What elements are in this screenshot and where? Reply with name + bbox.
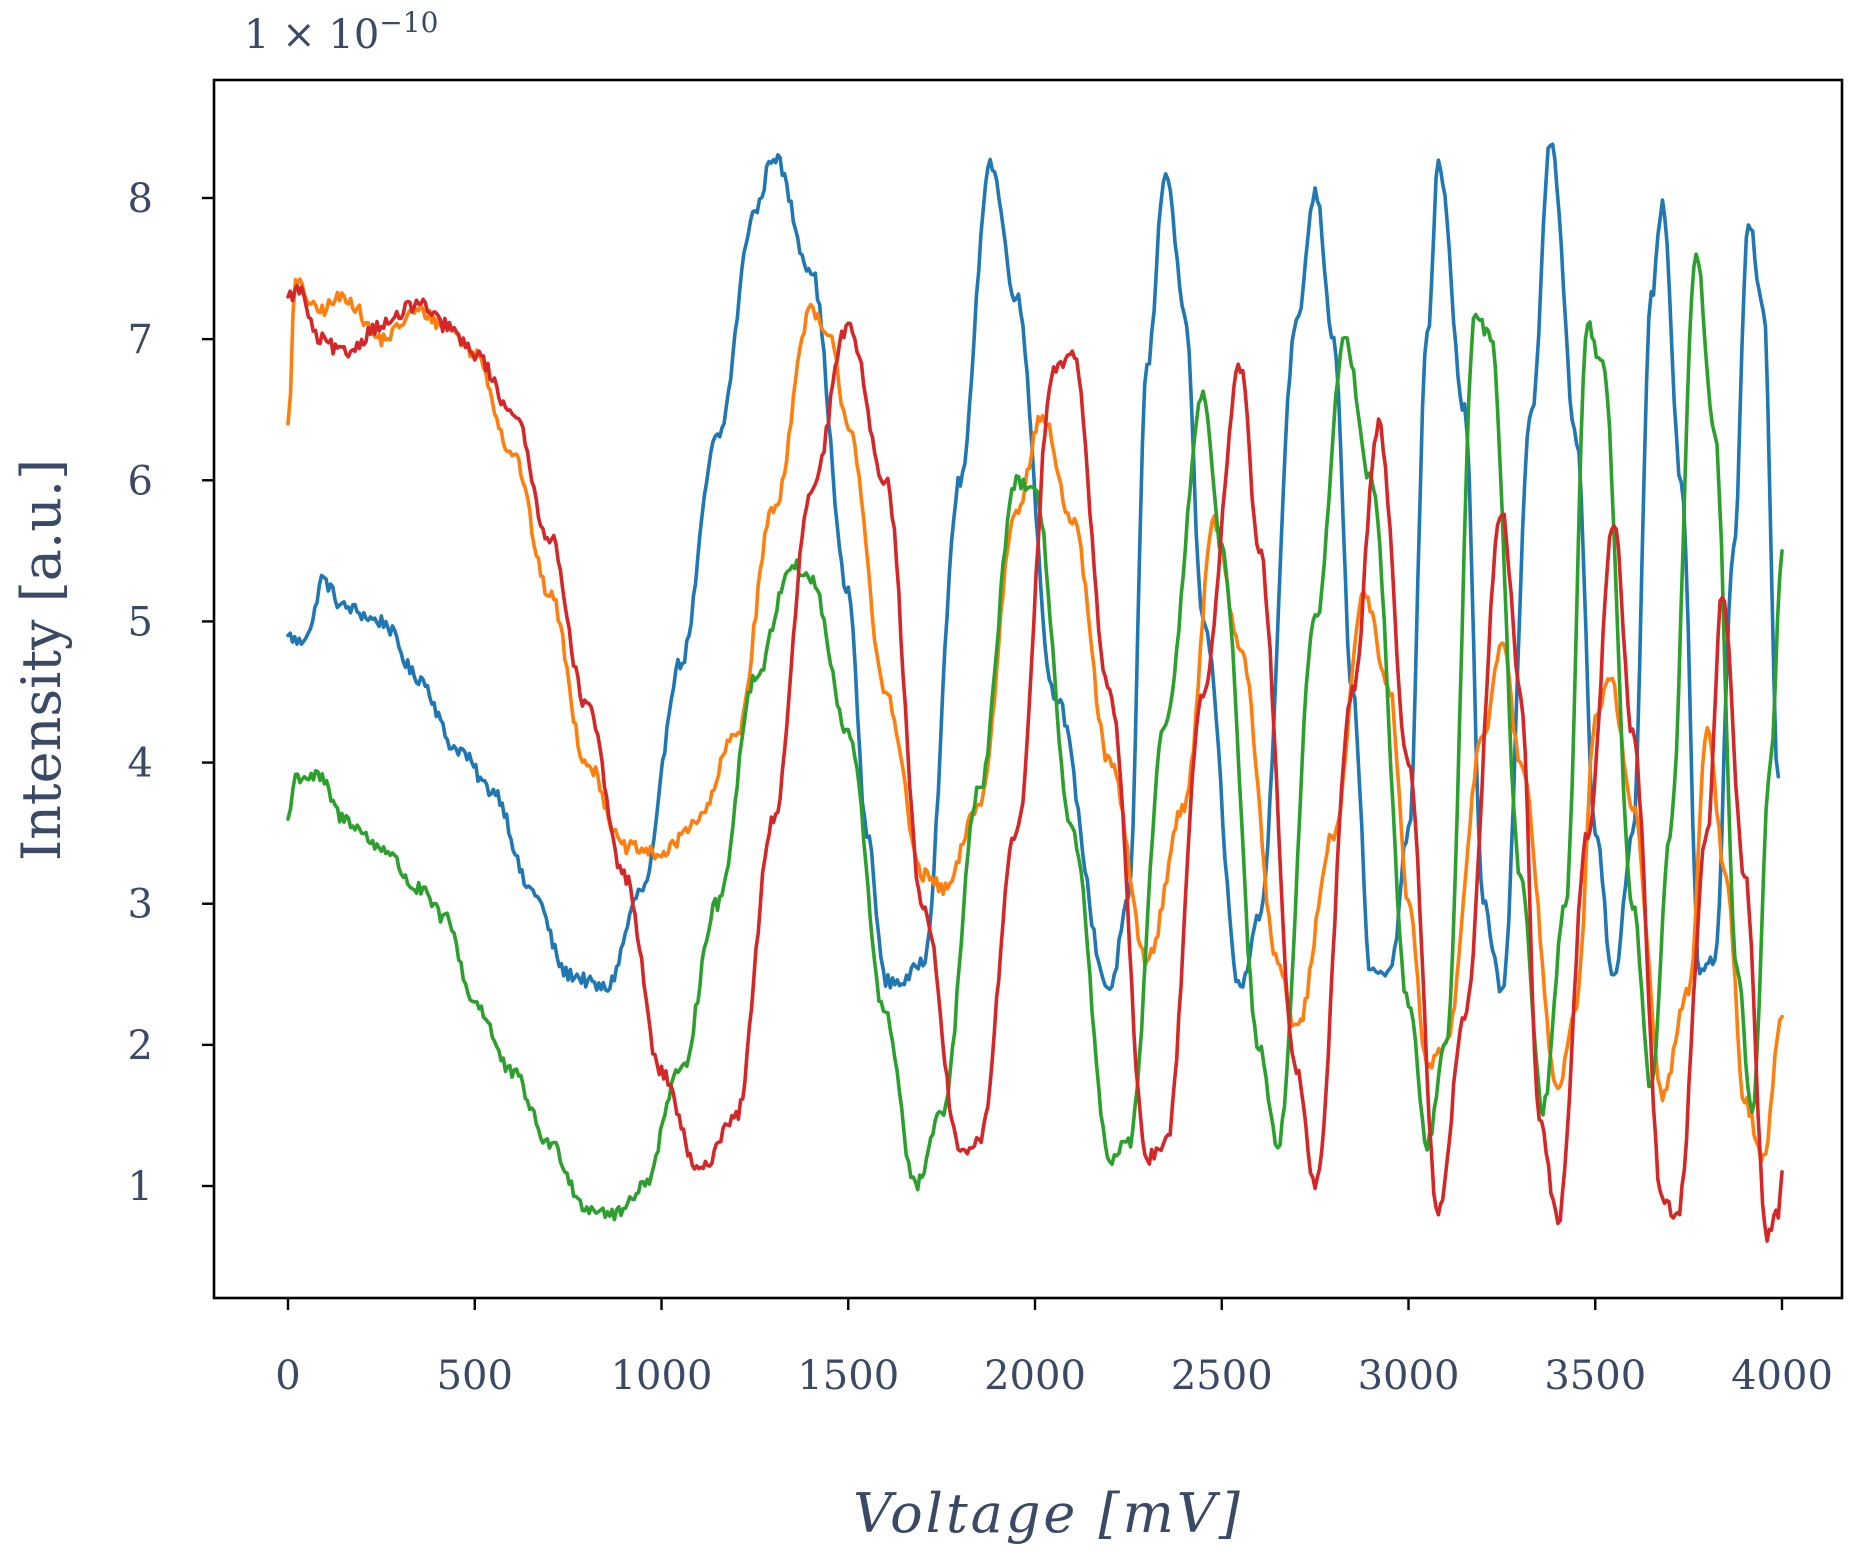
series-layer — [286, 142, 1784, 1243]
y-offset-base: 1 × 10 — [244, 12, 379, 58]
x-tick-label: 3500 — [1544, 1353, 1646, 1399]
y-offset-label: 1 × 10−10 — [244, 6, 438, 58]
y-axis: 1 2 3 4 5 6 7 8 — [128, 176, 214, 1210]
x-tick-label: 1500 — [797, 1353, 899, 1399]
x-tick-label: 2500 — [1171, 1353, 1273, 1399]
x-tick-label: 2000 — [984, 1353, 1086, 1399]
plot-frame — [212, 78, 1844, 1300]
series-line-1 — [286, 142, 1781, 994]
x-axis: 0 500 1000 1500 2000 2500 3000 3500 4000 — [275, 1298, 1833, 1399]
y-tick-label: 1 — [128, 1164, 153, 1210]
x-tick-label: 4000 — [1731, 1353, 1833, 1399]
y-tick-label: 2 — [128, 1023, 153, 1069]
y-tick-label: 8 — [128, 176, 153, 222]
y-tick-label: 6 — [128, 458, 153, 504]
series-line-4 — [286, 283, 1784, 1243]
x-axis-label: Voltage [mV] — [853, 1482, 1243, 1545]
y-tick-label: 3 — [128, 882, 153, 928]
x-tick-label: 500 — [437, 1353, 513, 1399]
x-tick-label: 0 — [275, 1353, 300, 1399]
y-axis-label: Intensity [a.u.] — [10, 459, 73, 861]
x-tick-label: 3000 — [1358, 1353, 1460, 1399]
x-tick-label: 1000 — [611, 1353, 713, 1399]
y-tick-label: 5 — [128, 599, 153, 645]
y-tick-label: 4 — [128, 741, 153, 787]
y-tick-label: 7 — [128, 317, 153, 363]
y-offset-exponent: −10 — [379, 6, 438, 39]
